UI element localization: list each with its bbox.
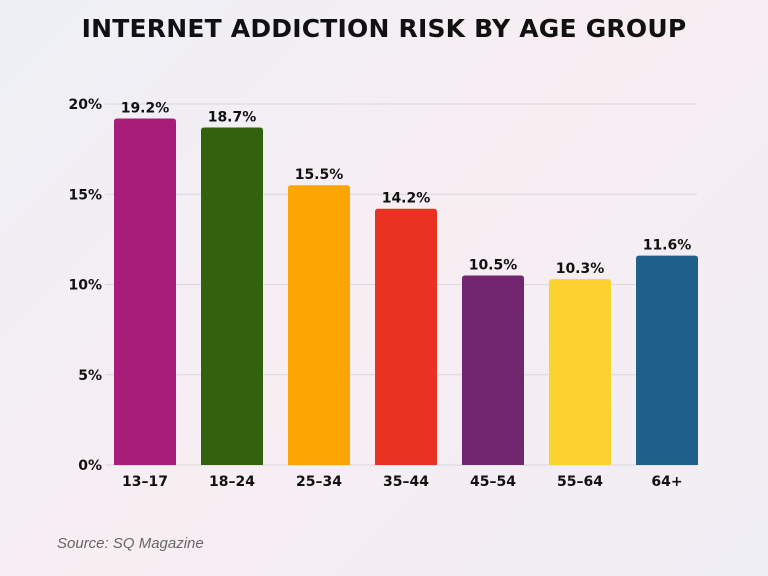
data-label: 10.5% [469, 257, 518, 273]
data-label: 19.2% [121, 100, 170, 116]
y-tick-label: 10% [68, 278, 102, 294]
x-tick-label: 45–54 [470, 474, 516, 490]
y-tick-label: 0% [78, 458, 102, 474]
data-label: 14.2% [382, 191, 431, 207]
data-label: 18.7% [208, 109, 257, 125]
x-tick-label: 18–24 [209, 474, 255, 490]
x-tick-label: 35–44 [383, 474, 429, 490]
x-tick-label: 13–17 [122, 474, 168, 490]
source-note: Source: SQ Magazine [57, 535, 204, 552]
y-tick-label: 20% [68, 97, 102, 113]
bar [636, 255, 698, 465]
data-label: 11.6% [643, 238, 692, 254]
y-tick-label: 5% [78, 368, 102, 384]
y-tick-label: 15% [68, 187, 102, 203]
x-tick-label: 64+ [651, 474, 682, 490]
chart-title: INTERNET ADDICTION RISK BY AGE GROUP [81, 14, 687, 43]
bar [288, 185, 350, 465]
bar [375, 208, 437, 465]
data-label: 10.3% [556, 261, 605, 277]
x-tick-label: 25–34 [296, 474, 342, 490]
bar [114, 118, 176, 465]
data-label: 15.5% [295, 167, 344, 183]
bar [462, 275, 524, 465]
x-tick-label: 55–64 [557, 474, 603, 490]
bar [201, 127, 263, 465]
bar [549, 279, 611, 465]
